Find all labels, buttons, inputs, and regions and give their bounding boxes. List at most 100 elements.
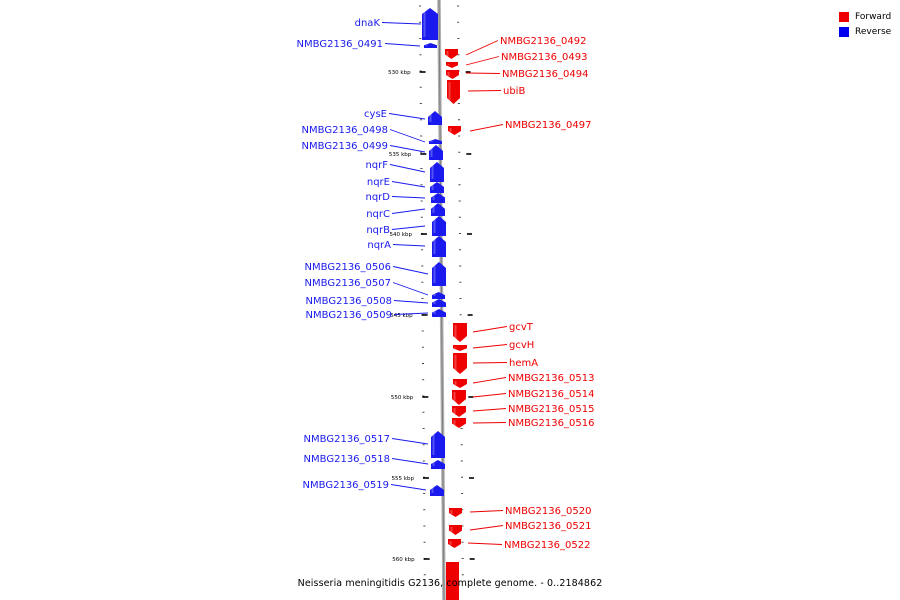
gene-glyph[interactable] xyxy=(428,111,442,125)
gene-glyph[interactable] xyxy=(430,485,444,496)
gene-NMBG2136_0499[interactable] xyxy=(429,145,443,160)
gene-NMBG2136_0497[interactable] xyxy=(448,126,461,135)
gene-label[interactable]: NMBG2136_0493 xyxy=(501,52,587,63)
gene-glyph[interactable] xyxy=(424,43,437,48)
gene-NMBG2136_0492[interactable] xyxy=(445,49,458,59)
gene-label[interactable]: NMBG2136_0522 xyxy=(504,540,590,551)
gene-NMBG2136_0518[interactable] xyxy=(431,460,445,469)
gene-NMBG2136_0516[interactable] xyxy=(452,418,466,428)
gene-glyph[interactable] xyxy=(449,525,462,535)
gene-glyph[interactable] xyxy=(432,262,446,286)
gene-label[interactable]: NMBG2136_0507 xyxy=(305,278,391,289)
gene-glyph[interactable] xyxy=(452,406,466,417)
gene-label[interactable]: NMBG2136_0491 xyxy=(297,39,383,50)
gene-glyph[interactable] xyxy=(449,508,462,517)
gene-NMBG2136_0522[interactable] xyxy=(448,539,461,548)
gene-label[interactable]: NMBG2136_0509 xyxy=(306,310,392,321)
gene-label[interactable]: NMBG2136_0508 xyxy=(306,296,392,307)
gene-label[interactable]: NMBG2136_0518 xyxy=(304,454,390,465)
gene-glyph[interactable] xyxy=(432,309,446,317)
gene-NMBG2136_0508[interactable] xyxy=(432,299,446,307)
gene-glyph[interactable] xyxy=(430,162,444,182)
gene-NMBG2136_0493[interactable] xyxy=(446,62,458,68)
gene-NMBG2136_0517[interactable] xyxy=(431,431,445,458)
gene-glyph[interactable] xyxy=(430,182,444,193)
gene-glyph[interactable] xyxy=(422,8,438,40)
gene-label[interactable]: ubiB xyxy=(503,86,525,97)
gene-cysE[interactable] xyxy=(428,111,442,125)
gene-NMBG2136_0506[interactable] xyxy=(432,262,446,286)
gene-label[interactable]: NMBG2136_0521 xyxy=(505,521,591,532)
gene-nqrC[interactable] xyxy=(431,203,445,216)
gene-glyph[interactable] xyxy=(447,80,460,104)
gene-glyph[interactable] xyxy=(445,49,458,59)
gene-glyph[interactable] xyxy=(431,460,445,469)
gene-glyph[interactable] xyxy=(432,299,446,307)
gene-dnaK[interactable] xyxy=(422,8,438,40)
gene-label[interactable]: nqrD xyxy=(366,192,391,203)
gene-NMBG2136_0513[interactable] xyxy=(453,379,467,388)
gene-label[interactable]: NMBG2136_0494 xyxy=(502,69,588,80)
gene-glyph[interactable] xyxy=(453,353,467,374)
gene-label[interactable]: NMBG2136_0498 xyxy=(302,125,388,136)
gene-ubiB[interactable] xyxy=(447,80,460,104)
gene-label[interactable]: NMBG2136_0492 xyxy=(500,36,586,47)
gene-glyph[interactable] xyxy=(431,431,445,458)
gene-glyph[interactable] xyxy=(432,216,446,236)
gene-label[interactable]: nqrB xyxy=(366,225,390,236)
gene-NMBG2136_0515[interactable] xyxy=(452,406,466,417)
gene-glyph[interactable] xyxy=(446,62,458,68)
gene-glyph[interactable] xyxy=(453,323,467,342)
gene-glyph[interactable] xyxy=(448,126,461,135)
gene-nqrE[interactable] xyxy=(430,182,444,193)
gene-NMBG2136_0520[interactable] xyxy=(449,508,462,517)
gene-glyph[interactable] xyxy=(431,203,445,216)
gene-glyph[interactable] xyxy=(446,70,459,79)
gene-gcvT[interactable] xyxy=(453,323,467,342)
gene-label[interactable]: NMBG2136_0514 xyxy=(508,389,594,400)
gene-label[interactable]: cysE xyxy=(364,109,387,120)
gene-nqrB[interactable] xyxy=(432,216,446,236)
gene-nqrF[interactable] xyxy=(430,162,444,182)
gene-glyph[interactable] xyxy=(431,193,445,203)
gene-glyph[interactable] xyxy=(432,292,445,299)
gene-glyph[interactable] xyxy=(432,236,446,257)
gene-NMBG2136_0507[interactable] xyxy=(432,292,445,299)
gene-glyph[interactable] xyxy=(453,345,467,351)
gene-label[interactable]: NMBG2136_0513 xyxy=(508,373,594,384)
gene-label[interactable]: NMBG2136_0515 xyxy=(508,404,594,415)
gene-label[interactable]: NMBG2136_0519 xyxy=(303,480,389,491)
gene-glyph-shine xyxy=(433,311,436,314)
gene-gcvH[interactable] xyxy=(453,345,467,351)
gene-NMBG2136_0509[interactable] xyxy=(432,309,446,317)
gene-nqrA[interactable] xyxy=(432,236,446,257)
gene-glyph[interactable] xyxy=(429,145,443,160)
gene-glyph[interactable] xyxy=(448,539,461,548)
gene-glyph[interactable] xyxy=(453,379,467,388)
gene-NMBG2136_0519[interactable] xyxy=(430,485,444,496)
gene-label[interactable]: gcvT xyxy=(509,322,534,333)
gene-NMBG2136_0514[interactable] xyxy=(452,390,466,405)
gene-NMBG2136_0498[interactable] xyxy=(429,139,442,144)
gene-nqrD[interactable] xyxy=(431,193,445,203)
gene-label[interactable]: dnaK xyxy=(355,18,381,29)
gene-NMBG2136_0491[interactable] xyxy=(424,43,437,48)
gene-NMBG2136_0494[interactable] xyxy=(446,70,459,79)
gene-label[interactable]: NMBG2136_0499 xyxy=(302,141,388,152)
gene-label[interactable]: nqrC xyxy=(366,209,390,220)
gene-label[interactable]: gcvH xyxy=(509,340,534,351)
gene-glyph[interactable] xyxy=(452,390,466,405)
gene-label[interactable]: nqrF xyxy=(365,160,388,171)
gene-label[interactable]: NMBG2136_0520 xyxy=(505,506,591,517)
gene-label[interactable]: NMBG2136_0497 xyxy=(505,120,591,131)
gene-glyph[interactable] xyxy=(429,139,442,144)
gene-label[interactable]: NMBG2136_0517 xyxy=(304,434,390,445)
gene-label[interactable]: nqrE xyxy=(367,177,390,188)
gene-NMBG2136_0521[interactable] xyxy=(449,525,462,535)
gene-label[interactable]: hemA xyxy=(509,358,538,369)
gene-label[interactable]: NMBG2136_0506 xyxy=(305,262,391,273)
gene-hemA[interactable] xyxy=(453,353,467,374)
gene-label[interactable]: NMBG2136_0516 xyxy=(508,418,594,429)
gene-glyph[interactable] xyxy=(452,418,466,428)
gene-label[interactable]: nqrA xyxy=(367,240,391,251)
